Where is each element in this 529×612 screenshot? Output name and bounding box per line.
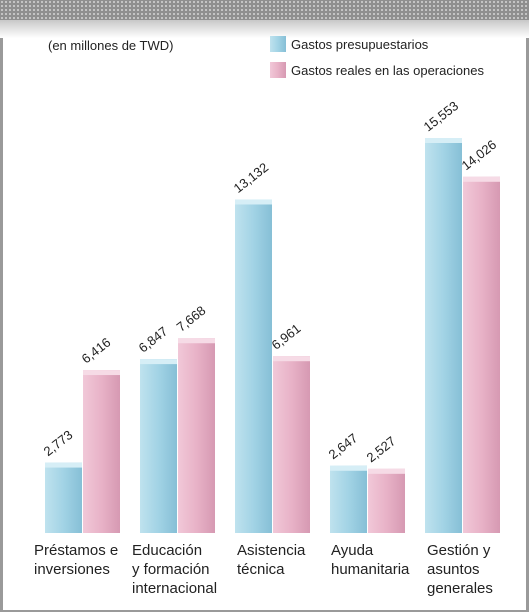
header-pattern-band xyxy=(0,0,529,20)
category-label-1-line-1: y formación xyxy=(132,561,210,578)
bar-cap-actual-0 xyxy=(83,370,120,376)
category-label-0-line-1: inversiones xyxy=(34,561,110,578)
category-label-4-line-1: asuntos xyxy=(427,561,480,578)
category-label-0-line-0: Préstamos e xyxy=(34,542,118,559)
bar-cap-budget-2 xyxy=(235,199,272,205)
bar-cap-budget-0 xyxy=(45,462,82,468)
legend: Gastos presupuestarios Gastos reales en … xyxy=(270,36,484,78)
bars-group xyxy=(45,138,500,534)
bar-budget-4 xyxy=(425,138,462,533)
bar-actual-0 xyxy=(83,370,120,533)
category-label-2-line-0: Asistencia xyxy=(237,542,306,559)
value-label-budget-1: 6,847 xyxy=(136,324,171,356)
units-note: (en millones de TWD) xyxy=(48,38,173,53)
bar-cap-actual-3 xyxy=(368,468,405,474)
category-label-4-line-2: generales xyxy=(427,580,493,597)
legend-swatch-actual xyxy=(270,62,286,78)
category-label-1-line-2: internacional xyxy=(132,580,217,597)
legend-swatch-budget xyxy=(270,36,286,52)
category-label-3-line-0: Ayuda xyxy=(331,542,374,559)
value-label-actual-3: 2,527 xyxy=(364,433,399,465)
bar-cap-actual-1 xyxy=(178,338,215,344)
category-label-4-line-0: Gestión y xyxy=(427,542,491,559)
category-label-2-line-1: técnica xyxy=(237,561,285,578)
value-label-budget-4: 15,553 xyxy=(421,98,462,134)
bar-actual-1 xyxy=(178,338,215,533)
bar-cap-budget-3 xyxy=(330,465,367,471)
bar-budget-1 xyxy=(140,359,177,533)
bar-actual-2 xyxy=(273,356,310,533)
value-label-actual-0: 6,416 xyxy=(79,335,114,367)
bar-budget-2 xyxy=(235,199,272,533)
value-label-actual-1: 7,668 xyxy=(174,303,209,335)
value-label-actual-2: 6,961 xyxy=(269,321,304,353)
bar-actual-4 xyxy=(463,176,500,534)
value-label-budget-2: 13,132 xyxy=(231,160,272,196)
bar-cap-actual-2 xyxy=(273,356,310,362)
value-label-budget-0: 2,773 xyxy=(41,427,76,459)
bar-cap-actual-4 xyxy=(463,176,500,182)
bar-budget-0 xyxy=(45,462,82,533)
value-label-budget-3: 2,647 xyxy=(326,430,361,462)
bar-cap-budget-1 xyxy=(140,359,177,365)
bar-budget-3 xyxy=(330,465,367,533)
legend-label-budget: Gastos presupuestarios xyxy=(291,37,429,52)
value-label-actual-4: 14,026 xyxy=(459,137,500,173)
category-label-1-line-0: Educación xyxy=(132,542,202,559)
bar-actual-3 xyxy=(368,468,405,533)
legend-label-actual: Gastos reales en las operaciones xyxy=(291,63,484,78)
category-label-3-line-1: humanitaria xyxy=(331,561,410,578)
bar-cap-budget-4 xyxy=(425,138,462,143)
category-labels-group: Préstamos e inversiones Educación y formaci… xyxy=(34,542,493,597)
header-fade xyxy=(0,20,529,38)
